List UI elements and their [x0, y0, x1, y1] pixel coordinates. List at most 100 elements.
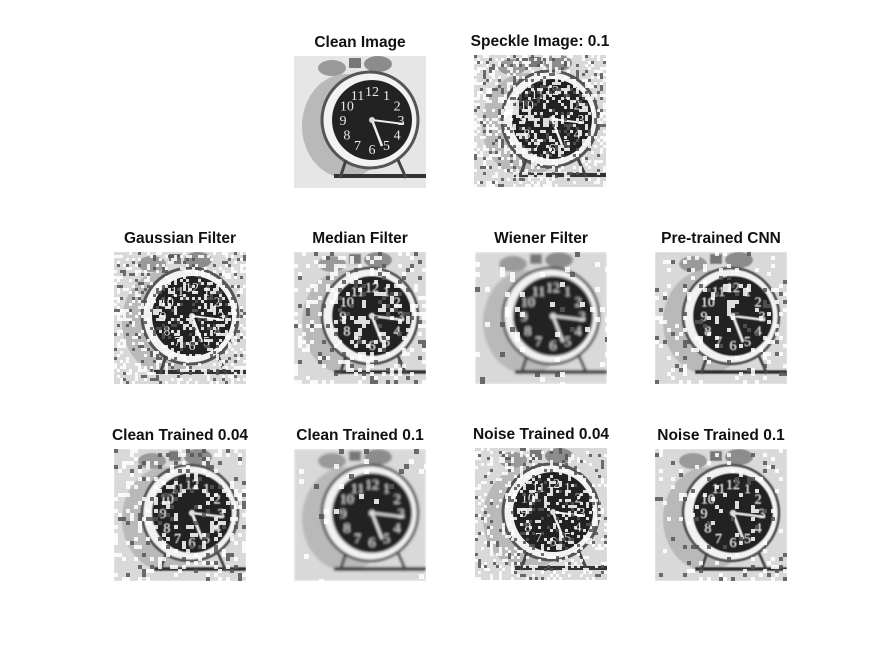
svg-text:7: 7	[534, 138, 541, 153]
svg-text:10: 10	[340, 493, 354, 508]
svg-text:1: 1	[383, 285, 390, 300]
svg-text:1: 1	[203, 285, 210, 300]
svg-text:1: 1	[564, 285, 571, 300]
svg-text:5: 5	[383, 532, 390, 547]
svg-text:5: 5	[383, 335, 390, 350]
panel-title: Pre-trained CNN	[661, 230, 781, 247]
svg-text:10: 10	[521, 296, 535, 311]
svg-text:11: 11	[531, 88, 544, 103]
svg-text:9: 9	[701, 310, 708, 325]
svg-text:3: 3	[578, 113, 585, 128]
svg-text:4: 4	[574, 128, 581, 143]
svg-text:5: 5	[744, 335, 751, 350]
svg-text:4: 4	[575, 521, 582, 536]
svg-text:8: 8	[343, 522, 350, 537]
svg-text:7: 7	[535, 531, 542, 546]
svg-text:6: 6	[369, 143, 376, 158]
svg-text:2: 2	[394, 296, 401, 311]
svg-text:3: 3	[218, 310, 225, 325]
svg-text:4: 4	[394, 129, 401, 144]
svg-text:8: 8	[163, 522, 170, 537]
svg-text:7: 7	[535, 335, 542, 350]
panel-title: Clean Trained 0.1	[296, 427, 424, 444]
svg-text:7: 7	[174, 532, 181, 547]
svg-text:9: 9	[521, 506, 528, 521]
panel-title: Wiener Filter	[494, 230, 588, 247]
svg-text:1: 1	[564, 481, 571, 496]
svg-text:5: 5	[744, 532, 751, 547]
svg-text:8: 8	[163, 325, 170, 340]
svg-text:5: 5	[203, 335, 210, 350]
svg-text:5: 5	[383, 139, 390, 154]
svg-text:2: 2	[394, 493, 401, 508]
svg-text:6: 6	[730, 339, 737, 354]
panel-title: Gaussian Filter	[124, 230, 236, 247]
svg-text:2: 2	[214, 296, 221, 311]
svg-text:6: 6	[730, 536, 737, 551]
panel-title: Median Filter	[312, 230, 408, 247]
svg-text:5: 5	[203, 532, 210, 547]
svg-text:3: 3	[398, 310, 405, 325]
svg-text:7: 7	[354, 335, 361, 350]
svg-text:10: 10	[340, 100, 354, 115]
svg-text:9: 9	[701, 507, 708, 522]
svg-text:3: 3	[398, 114, 405, 129]
svg-text:5: 5	[564, 335, 571, 350]
clean-trained-01-image: 12 1 2 3 4 5 6 7 8 9 10 11	[294, 449, 426, 581]
svg-text:5: 5	[564, 531, 571, 546]
svg-text:3: 3	[579, 506, 586, 521]
svg-text:4: 4	[394, 325, 401, 340]
svg-text:7: 7	[354, 532, 361, 547]
svg-text:2: 2	[394, 100, 401, 115]
panel-title: Speckle Image: 0.1	[470, 33, 610, 50]
svg-text:6: 6	[189, 339, 196, 354]
svg-text:9: 9	[340, 507, 347, 522]
svg-text:3: 3	[759, 507, 766, 522]
clean-image: 12 1 2 3 4 5 6 7 8 9 10 11	[294, 56, 426, 188]
svg-text:7: 7	[715, 532, 722, 547]
svg-text:1: 1	[383, 89, 390, 104]
svg-text:2: 2	[214, 493, 221, 508]
svg-text:1: 1	[744, 285, 751, 300]
svg-text:12: 12	[185, 478, 199, 493]
svg-text:9: 9	[340, 114, 347, 129]
svg-text:9: 9	[521, 310, 528, 325]
svg-text:3: 3	[579, 310, 586, 325]
svg-text:1: 1	[383, 482, 390, 497]
svg-text:8: 8	[343, 325, 350, 340]
svg-text:2: 2	[755, 296, 762, 311]
svg-text:8: 8	[704, 522, 711, 537]
svg-text:9: 9	[160, 507, 167, 522]
svg-text:8: 8	[524, 521, 531, 536]
svg-text:8: 8	[524, 325, 531, 340]
svg-text:6: 6	[550, 339, 557, 354]
svg-text:1: 1	[203, 482, 210, 497]
svg-text:7: 7	[715, 335, 722, 350]
svg-text:4: 4	[394, 522, 401, 537]
svg-text:11: 11	[351, 89, 364, 104]
svg-text:3: 3	[218, 507, 225, 522]
svg-text:6: 6	[369, 339, 376, 354]
svg-text:6: 6	[550, 535, 557, 550]
svg-text:2: 2	[575, 296, 582, 311]
panel-title: Clean Image	[314, 34, 406, 51]
svg-text:7: 7	[174, 335, 181, 350]
svg-text:12: 12	[546, 281, 560, 296]
svg-text:1: 1	[744, 482, 751, 497]
svg-text:6: 6	[369, 536, 376, 551]
